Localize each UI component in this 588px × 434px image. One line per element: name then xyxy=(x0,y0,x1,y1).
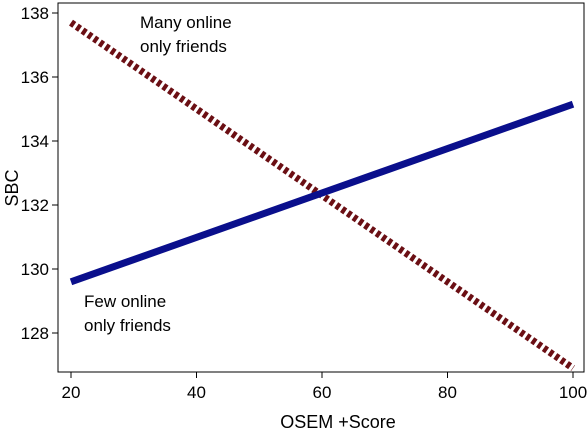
y-tick-label: 134 xyxy=(21,132,49,151)
y-tick-label: 136 xyxy=(21,68,49,87)
x-tick-label: 100 xyxy=(559,383,587,402)
series-layer xyxy=(69,19,575,372)
y-tick-label: 128 xyxy=(21,324,49,343)
x-axis-label: OSEM +Score xyxy=(280,412,396,432)
annotation-few-online: Few online only friends xyxy=(84,292,171,335)
series-line-few-online-only-friends xyxy=(69,100,575,286)
y-tick-label: 132 xyxy=(21,196,49,215)
x-tick-label: 20 xyxy=(62,383,81,402)
x-tick-label: 40 xyxy=(187,383,206,402)
annotation-many-online: Many online only friends xyxy=(140,13,236,56)
x-tick-label: 80 xyxy=(438,383,457,402)
x-axis-ticks: 20 40 60 80 100 xyxy=(62,372,587,402)
x-tick-label: 60 xyxy=(313,383,332,402)
y-tick-label: 138 xyxy=(21,4,49,23)
y-tick-label: 130 xyxy=(21,260,49,279)
y-axis-label: SBC xyxy=(2,169,22,206)
y-axis-ticks: 128 130 132 134 136 138 xyxy=(21,4,58,343)
plot-frame xyxy=(57,2,585,373)
